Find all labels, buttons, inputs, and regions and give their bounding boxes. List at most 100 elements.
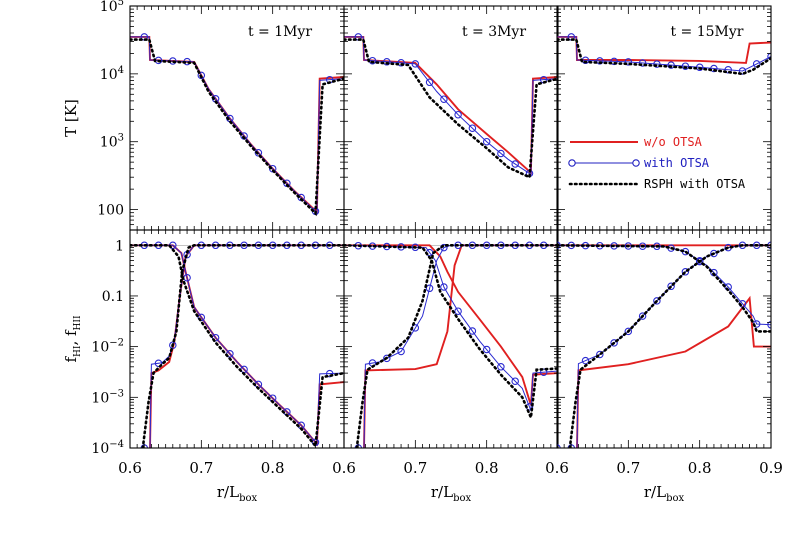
fraction-hi-blue-marker xyxy=(482,345,491,354)
fraction-hii-blue-marker xyxy=(653,297,661,305)
x-axis-subscript: box xyxy=(666,493,684,504)
y-tick-exponent: 5 xyxy=(118,0,124,8)
panel-time-label: t = 15Myr xyxy=(670,24,743,40)
fraction-hi-blue-marker xyxy=(440,283,448,291)
temperature-blue-marker xyxy=(681,62,690,70)
ylabel-part: f xyxy=(62,356,80,363)
y-tick-label: 1 xyxy=(115,238,124,254)
temperature-dotted-line xyxy=(557,38,771,76)
x-tick-label: 0.6 xyxy=(545,459,569,477)
ylabel-part: , f xyxy=(62,329,80,346)
temperature-blue-marker xyxy=(497,149,505,158)
panel-frame-bottom xyxy=(343,229,559,449)
fraction-hi-red-line xyxy=(130,244,344,447)
fraction-hi-blue-marker xyxy=(325,369,334,378)
x-tick-label: 0.8 xyxy=(261,459,285,477)
fraction-hi-blue-marker xyxy=(497,363,505,371)
fraction-hii-dotted-line xyxy=(141,244,344,448)
fraction-hii-blue-marker xyxy=(425,284,434,293)
y-tick-exponent: −2 xyxy=(109,338,124,349)
plot-panels xyxy=(129,5,772,449)
fraction-hi-blue-marker xyxy=(468,327,477,335)
y-tick-label: 105 xyxy=(100,0,124,15)
fraction-hii-blue-marker xyxy=(624,327,633,336)
panel-time-label: t = 3Myr xyxy=(462,24,526,40)
legend-label: w/o OTSA xyxy=(644,135,703,149)
fraction-hii-blue-marker xyxy=(169,341,177,349)
y-tick-label: 103 xyxy=(100,133,124,151)
panel-frame-bottom xyxy=(556,229,772,449)
panel-time-label: t = 1Myr xyxy=(248,24,312,40)
y-tick-label: 104 xyxy=(100,65,124,83)
temperature-blue-marker xyxy=(411,60,420,68)
x-axis-subscript: box xyxy=(453,493,471,504)
temperature-blue-marker xyxy=(397,59,405,67)
x-tick-label: 0.6 xyxy=(332,459,356,477)
temperature-blue-marker xyxy=(425,78,434,87)
temperature-blue-marker xyxy=(440,95,448,103)
temperature-blue-marker xyxy=(482,137,491,146)
temperature-dotted-line xyxy=(130,38,344,217)
temperature-blue-line xyxy=(130,36,344,214)
x-axis-subscript: box xyxy=(239,493,257,504)
legend: w/o OTSA with OTSA RSPH with OTSA xyxy=(568,135,746,191)
temperature-blue-marker xyxy=(653,60,661,68)
ylabel-sub: HII xyxy=(73,315,83,330)
legend-label: RSPH with OTSA xyxy=(644,177,746,191)
bottom-y-axis-label: fHI, fHII xyxy=(62,315,83,362)
fraction-hii-blue-marker xyxy=(638,312,647,320)
x-tick-label: 0.7 xyxy=(616,459,640,477)
fraction-hii-blue-marker xyxy=(610,339,618,347)
fraction-hii-blue-marker xyxy=(397,347,405,356)
ylabel-sub: HI xyxy=(73,345,83,357)
x-tick-label: 0.6 xyxy=(118,459,142,477)
x-tick-label: 0.7 xyxy=(403,459,427,477)
fraction-hii-blue-marker xyxy=(667,282,675,291)
temperature-blue-marker xyxy=(254,149,263,157)
temperature-blue-marker xyxy=(511,160,519,168)
temperature-dotted-line xyxy=(344,38,558,180)
fraction-hii-dotted-line xyxy=(355,244,558,448)
temperature-red-line xyxy=(344,35,558,175)
fraction-hi-red-line xyxy=(344,244,558,406)
fraction-hi-dotted-line xyxy=(344,244,558,423)
temperature-blue-line xyxy=(344,36,558,176)
fraction-hi-dotted-line xyxy=(557,244,771,333)
fraction-hi-blue-marker xyxy=(511,377,519,385)
fraction-hi-blue-line xyxy=(130,244,344,446)
y-tick-label: 10−2 xyxy=(91,338,124,356)
y-tick-exponent: −4 xyxy=(109,439,124,450)
temperature-blue-marker xyxy=(197,71,206,80)
x-tick-label: 0.9 xyxy=(759,459,783,477)
y-tick-label: 10−3 xyxy=(91,388,124,406)
legend-marker xyxy=(568,159,576,167)
fraction-hii-blue-line xyxy=(576,244,771,448)
temperature-red-line xyxy=(130,35,344,215)
temperature-blue-marker xyxy=(596,57,604,65)
fraction-hi-blue-marker xyxy=(539,368,548,376)
x-tick-label: 0.8 xyxy=(475,459,499,477)
fraction-hii-blue-marker xyxy=(695,257,704,266)
fraction-hii-dotted-line xyxy=(568,244,771,448)
x-tick-label: 0.7 xyxy=(189,459,213,477)
fraction-hii-red-line xyxy=(576,295,771,448)
panel-frame-bottom xyxy=(129,229,345,449)
temperature-blue-marker xyxy=(468,124,477,132)
legend-label: with OTSA xyxy=(644,156,710,170)
fraction-hii-blue-marker xyxy=(154,359,163,368)
temperature-blue-marker xyxy=(624,58,633,66)
fraction-hii-blue-marker xyxy=(383,354,391,363)
fraction-hi-blue-marker xyxy=(454,307,462,315)
x-axis-label: r/Lbox xyxy=(217,483,258,504)
x-tick-label: 0.8 xyxy=(688,459,712,477)
y-tick-label: 10−4 xyxy=(91,439,124,457)
temperature-red-line xyxy=(557,35,771,64)
temperature-blue-marker xyxy=(454,110,462,119)
y-tick-exponent: 4 xyxy=(118,65,124,76)
y-tick-label: 0.1 xyxy=(102,289,124,305)
fraction-hii-red-line xyxy=(363,244,558,448)
fraction-hii-blue-line xyxy=(363,244,558,448)
x-axis-label: r/Lbox xyxy=(644,483,685,504)
